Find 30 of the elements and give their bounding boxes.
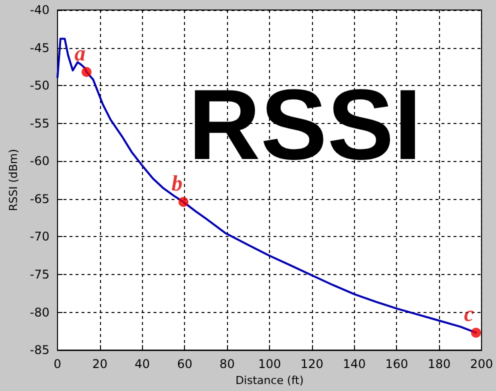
x-tick-label: 100	[258, 357, 281, 372]
x-tick-label: 80	[219, 357, 235, 372]
annotation: a	[74, 40, 86, 66]
y-tick-label: -65	[30, 192, 50, 206]
point	[471, 328, 482, 338]
x-tick-label: 60	[177, 357, 192, 372]
x-tick-label: 180	[428, 357, 451, 372]
y-tick-label: -60	[30, 154, 50, 168]
x-axis-title: Distance (ft)	[235, 374, 304, 387]
y-tick-label: -45	[30, 40, 50, 55]
x-tick-label: 140	[342, 357, 366, 372]
x-tick-label: 20	[92, 357, 108, 372]
x-tick-label: 120	[300, 357, 324, 372]
y-tick-label: -50	[30, 78, 50, 93]
y-tick-label: -80	[30, 305, 50, 320]
y-tick-label: -40	[30, 3, 50, 17]
text: RSSI	[188, 69, 422, 181]
point	[82, 66, 92, 77]
y-tick-label: -55	[30, 116, 50, 130]
point	[178, 196, 188, 207]
annotation: c	[464, 301, 474, 326]
y-tick-label: -75	[30, 268, 50, 282]
annotation: b	[171, 170, 182, 196]
x-tick-label: 0	[54, 357, 62, 372]
x-tick-label: 160	[385, 357, 408, 372]
x-tick-label: 200	[470, 357, 493, 372]
y-tick-label: -70	[30, 230, 50, 244]
y-axis-title: RSSI (dBm)	[7, 148, 20, 212]
x-tick-label: 40	[134, 357, 150, 372]
y-tick-label: -85	[30, 343, 50, 358]
